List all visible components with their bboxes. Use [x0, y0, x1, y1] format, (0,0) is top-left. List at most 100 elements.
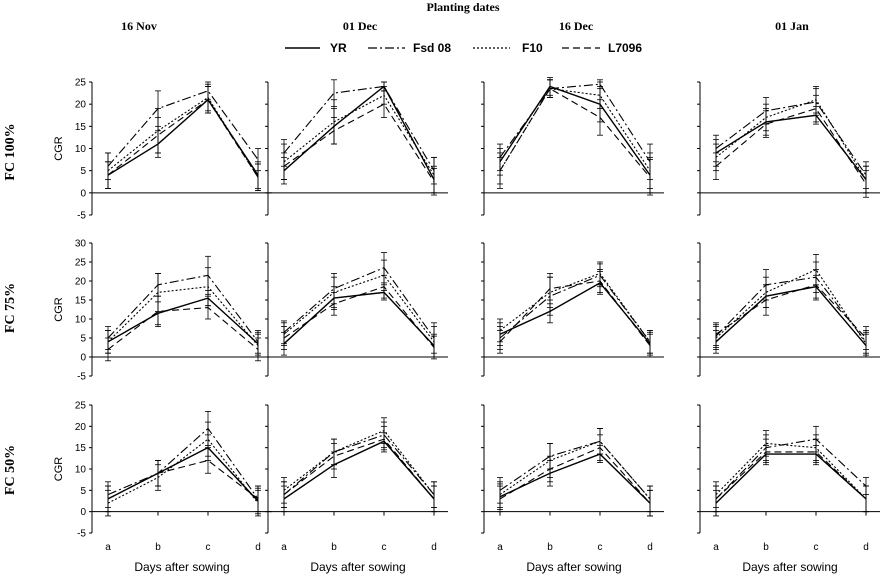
y-tick-label: 0: [80, 507, 86, 518]
series-f10: [281, 418, 437, 508]
series-line: [284, 292, 434, 345]
series-fsd-08: [281, 253, 437, 354]
x-tick-label: d: [647, 542, 653, 553]
x-axis-label: Days after sowing: [742, 560, 837, 574]
series-line: [716, 109, 866, 184]
series-l7096: [713, 270, 869, 350]
series-l7096: [713, 439, 869, 512]
series-line: [284, 268, 434, 338]
y-tick-label: 0: [80, 353, 86, 364]
series-line: [716, 439, 866, 499]
panel-fc-75-01-jan: [697, 243, 880, 376]
y-axis-label: CGR: [53, 297, 65, 322]
panel-fc-75-16-dec: [481, 243, 664, 376]
series-line: [108, 287, 258, 346]
series-fsd-08: [713, 426, 869, 511]
x-tick-label: c: [598, 542, 603, 553]
series-fsd-08: [497, 264, 653, 353]
series-fsd-08: [497, 428, 653, 511]
series-f10: [497, 262, 653, 353]
series-yr: [497, 78, 653, 193]
row-labels: FC 100% FC 75% FC 50%: [3, 123, 18, 495]
y-tick-label: 15: [75, 443, 87, 454]
x-tick-label: c: [814, 542, 819, 553]
legend-item-fsd08: Fsd 08: [368, 41, 451, 55]
y-tick-label: 15: [75, 296, 87, 307]
series-line: [500, 89, 650, 178]
x-tick-label: a: [281, 542, 287, 553]
series-yr: [281, 82, 437, 193]
legend: YR Fsd 08 F10 L7096: [285, 41, 642, 55]
row-label-fc50: FC 50%: [3, 445, 18, 495]
series-line: [500, 441, 650, 499]
x-tick-label: d: [431, 542, 437, 553]
series-f10: [281, 86, 437, 192]
series-fsd-08: [713, 89, 869, 189]
panel-fc-100-16-dec: [481, 78, 664, 215]
series-line: [108, 298, 258, 344]
series-fsd-08: [105, 82, 261, 180]
series-line: [716, 454, 866, 503]
x-tick-label: b: [763, 542, 769, 553]
series-line: [284, 104, 434, 182]
y-tick-label: 25: [75, 78, 87, 89]
column-title-01-dec: 01 Dec: [343, 19, 378, 33]
y-tick-label: 20: [75, 422, 87, 433]
column-titles: 16 Nov 01 Dec 16 Dec 01 Jan: [121, 19, 809, 33]
panel-fc-100-01-dec: [265, 80, 448, 215]
series-f10: [713, 254, 869, 355]
series-line: [284, 439, 434, 499]
series-fsd-08: [105, 256, 261, 353]
series-line: [716, 277, 866, 342]
series-line: [716, 100, 866, 180]
series-l7096: [497, 80, 653, 195]
series-yr: [105, 435, 261, 514]
series-f10: [713, 431, 869, 512]
series-line: [284, 441, 434, 499]
series-line: [108, 460, 258, 498]
series-line: [108, 428, 258, 498]
x-tick-label: a: [497, 542, 503, 553]
series-line: [108, 100, 258, 175]
series-line: [284, 435, 434, 495]
series-line: [500, 454, 650, 503]
series-line: [500, 441, 650, 499]
legend-label-f10: F10: [522, 41, 543, 55]
legend-label-l7096: L7096: [608, 41, 642, 55]
y-tick-label: 5: [80, 166, 86, 177]
series-line: [284, 431, 434, 495]
series-fsd-08: [281, 422, 437, 507]
y-tick-label: 10: [75, 144, 87, 155]
series-f10: [497, 80, 653, 189]
series-line: [500, 86, 650, 175]
y-tick-label: 20: [75, 100, 87, 111]
y-tick-label: 25: [75, 401, 87, 412]
x-tick-label: c: [382, 542, 387, 553]
x-tick-label: d: [863, 542, 869, 553]
x-tick-label: b: [331, 542, 337, 553]
series-line: [500, 275, 650, 342]
series-line: [108, 448, 258, 501]
y-tick-label: 30: [75, 239, 87, 250]
y-axis-label: CGR: [53, 136, 65, 161]
series-line: [108, 100, 258, 178]
y-tick-label: -5: [77, 529, 86, 540]
x-tick-label: c: [206, 542, 211, 553]
y-tick-label: -5: [77, 211, 86, 222]
series-line: [716, 285, 866, 338]
x-axis-label: Days after sowing: [134, 560, 229, 574]
row-label-fc100: FC 100%: [3, 123, 18, 180]
y-tick-label: 10: [75, 465, 87, 476]
series-f10: [105, 268, 261, 357]
column-title-16-nov: 16 Nov: [121, 19, 157, 33]
y-tick-label: 0: [80, 188, 86, 199]
row-label-fc75: FC 75%: [3, 283, 18, 333]
series-line: [500, 448, 650, 503]
y-tick-label: 20: [75, 277, 87, 288]
x-axis-label: Days after sowing: [526, 560, 621, 574]
